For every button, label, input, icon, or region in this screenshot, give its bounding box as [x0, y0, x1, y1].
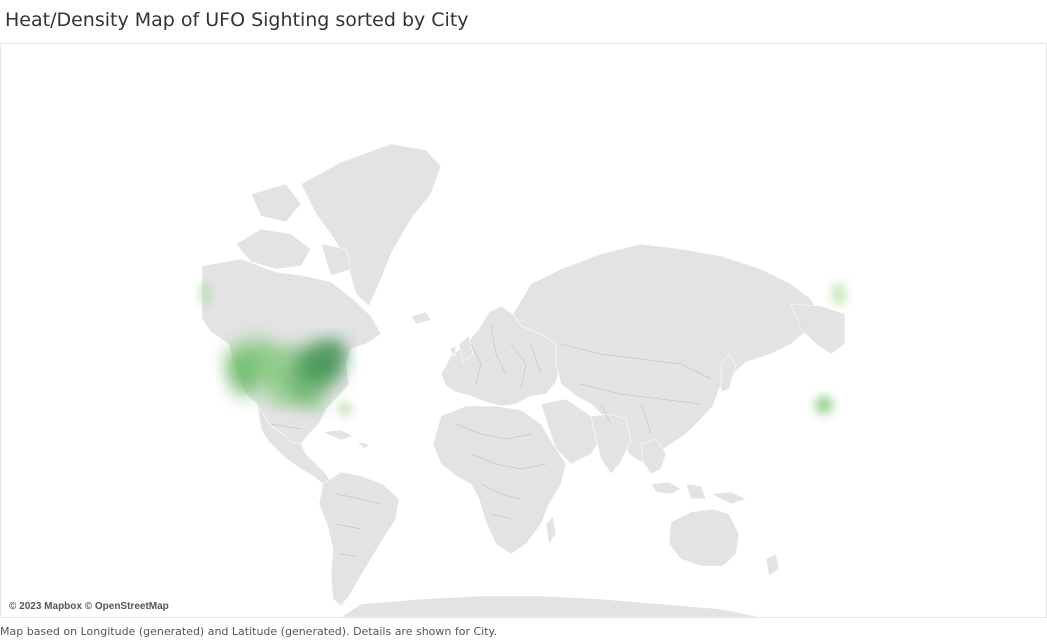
- landmass-new-zealand: [765, 553, 780, 577]
- heat-spot-caribbean: [338, 402, 352, 416]
- map-attribution[interactable]: © 2023 Mapbox © OpenStreetMap: [9, 601, 169, 612]
- country-borders: [270, 323, 712, 557]
- landmass-asia: [512, 243, 820, 463]
- land-masses: [201, 143, 846, 617]
- landmass-south-america: [318, 471, 400, 607]
- landmass-australia: [668, 508, 740, 567]
- landmass-japan: [720, 353, 737, 393]
- heat-density-layer: [200, 282, 846, 416]
- heat-spot-california: [230, 356, 258, 396]
- heat-spot-alaska: [200, 282, 210, 306]
- landmass-antarctica: [340, 595, 762, 617]
- page-title: Heat/Density Map of UFO Sighting sorted …: [5, 9, 469, 31]
- heat-spot-gulf-coast: [303, 390, 323, 410]
- landmass-northeast-asia: [790, 303, 846, 355]
- heat-spot-northeast-asia-edge: [832, 282, 846, 306]
- map-footer-caption: Map based on Longitude (generated) and L…: [0, 625, 497, 638]
- heat-spot-texas: [265, 384, 297, 404]
- heat-spot-pacific-small: [796, 321, 806, 331]
- landmass-arabia: [540, 398, 602, 465]
- heat-spot-northeast-us: [321, 340, 345, 364]
- map-view[interactable]: © 2023 Mapbox © OpenStreetMap: [0, 43, 1047, 618]
- heat-spot-hawaii: [815, 396, 833, 414]
- landmass-india: [590, 413, 632, 475]
- landmass-caribbean: [321, 429, 370, 450]
- landmass-british-isles: [410, 311, 474, 363]
- landmass-africa: [432, 405, 567, 555]
- landmass-greenland: [300, 143, 442, 307]
- landmass-arctic-islands: [235, 183, 352, 277]
- landmass-southeast-asia: [640, 438, 667, 475]
- world-map[interactable]: [1, 44, 1046, 617]
- landmass-indonesia: [650, 481, 747, 505]
- landmass-madagascar: [545, 515, 557, 545]
